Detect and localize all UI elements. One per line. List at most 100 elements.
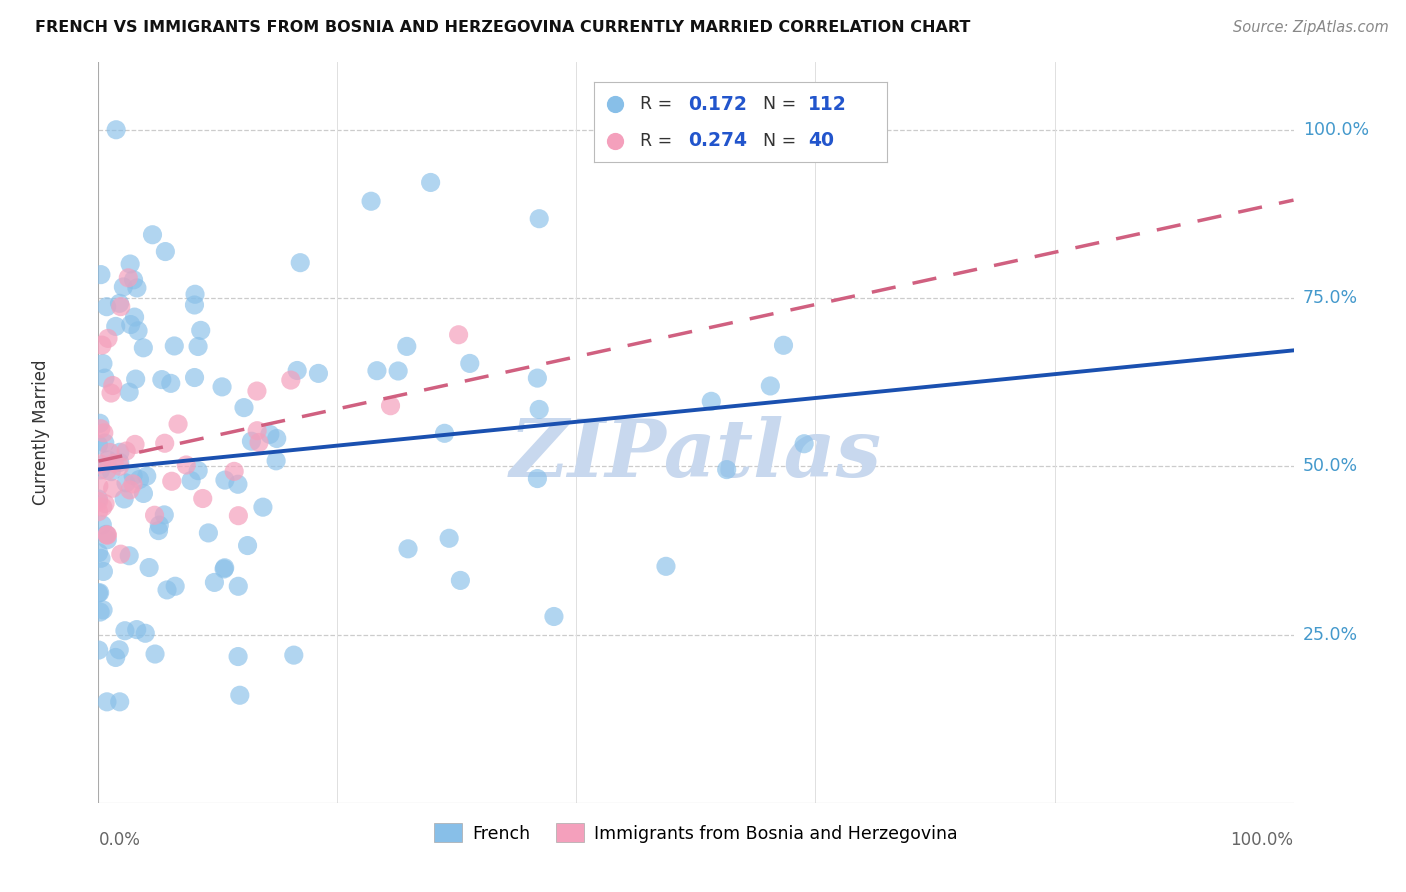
Point (112, 280, 135, 294)
Point (153, 508, 176, 522)
Point (112, 491, 135, 506)
Point (90, 463, 112, 477)
Point (124, 310, 146, 325)
Point (184, 287, 207, 301)
Point (259, 427, 281, 442)
Point (240, 434, 263, 449)
Point (247, 435, 270, 450)
Point (396, 541, 419, 556)
Point (128, 473, 150, 487)
Point (285, 363, 308, 377)
Point (108, 455, 131, 469)
Text: ZIPatlas: ZIPatlas (510, 416, 882, 493)
Point (167, 417, 190, 431)
Point (87, 494, 110, 508)
Point (246, 384, 269, 398)
Point (135, 469, 157, 483)
Point (91, 603, 114, 617)
Point (115, 444, 138, 458)
Text: 75.0%: 75.0% (1303, 289, 1358, 307)
Point (91, 338, 114, 352)
Point (118, 549, 141, 563)
Point (87, 491, 110, 506)
Point (96, 528, 118, 542)
Point (108, 296, 131, 310)
Point (159, 376, 181, 391)
Point (246, 424, 269, 438)
Point (93, 425, 115, 440)
Point (252, 500, 274, 515)
Text: 25.0%: 25.0% (1303, 625, 1358, 643)
Point (759, 379, 782, 393)
Point (290, 255, 312, 269)
Point (700, 394, 723, 409)
Point (90, 551, 112, 566)
Point (108, 642, 131, 657)
Point (115, 475, 138, 490)
Point (190, 323, 212, 337)
Point (125, 623, 148, 637)
Point (233, 401, 256, 415)
Point (108, 695, 131, 709)
Point (160, 475, 183, 489)
Point (772, 338, 794, 352)
Point (419, 176, 441, 190)
Point (110, 547, 132, 561)
Point (117, 270, 139, 285)
Point (543, 609, 565, 624)
Text: Source: ZipAtlas.com: Source: ZipAtlas.com (1233, 20, 1389, 35)
Point (101, 481, 124, 495)
Point (94, 497, 117, 511)
Point (124, 437, 146, 451)
Point (114, 624, 136, 638)
Point (105, 122, 128, 136)
Point (87, 479, 110, 493)
Point (89, 457, 111, 471)
Point (387, 364, 409, 378)
Point (90, 422, 112, 436)
Point (437, 531, 460, 545)
Point (104, 319, 127, 334)
Point (103, 456, 125, 470)
Point (526, 472, 548, 486)
Point (138, 560, 160, 574)
Point (211, 380, 233, 394)
Point (529, 211, 551, 226)
Point (100, 465, 122, 479)
Point (96, 528, 118, 542)
Point (125, 281, 148, 295)
Point (94, 371, 117, 385)
Point (214, 473, 236, 487)
Point (458, 356, 481, 370)
Point (236, 539, 259, 553)
Point (91, 517, 114, 532)
Point (134, 626, 156, 640)
Point (87, 546, 110, 560)
Point (148, 524, 170, 538)
Point (174, 458, 197, 472)
Point (655, 559, 678, 574)
Point (122, 273, 145, 287)
Point (143, 647, 166, 661)
Point (395, 339, 418, 353)
Point (118, 483, 141, 497)
Text: FRENCH VS IMMIGRANTS FROM BOSNIA AND HERZEGOVINA CURRENTLY MARRIED CORRELATION C: FRENCH VS IMMIGRANTS FROM BOSNIA AND HER… (35, 20, 970, 35)
Point (89, 417, 111, 431)
Point (127, 324, 149, 338)
Point (108, 459, 131, 474)
Point (96, 527, 118, 541)
Point (280, 373, 302, 387)
Point (307, 367, 329, 381)
Point (96, 463, 118, 477)
Point (187, 464, 209, 478)
Point (96, 695, 118, 709)
Point (449, 574, 471, 588)
Point (366, 364, 388, 378)
Point (141, 227, 163, 242)
Text: Currently Married: Currently Married (32, 359, 51, 506)
Text: 100.0%: 100.0% (1230, 831, 1294, 849)
Point (191, 491, 214, 506)
Point (91, 500, 114, 515)
Point (716, 462, 738, 476)
Point (87, 586, 110, 600)
